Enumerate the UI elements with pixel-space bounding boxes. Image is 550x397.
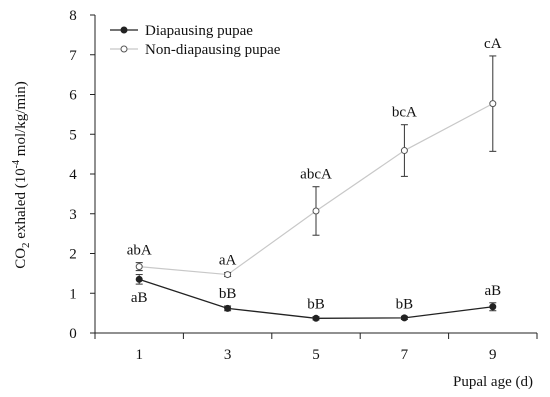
legend-marker-non-diapausing <box>120 45 128 53</box>
data-point <box>489 100 497 108</box>
x-tick-label: 9 <box>489 347 497 363</box>
y-axis-title-rest: exhaled (10 <box>13 168 29 242</box>
y-axis-title-sub: 2 <box>20 242 32 248</box>
y-ticks: 0 1 2 3 4 5 6 7 8 <box>69 8 95 342</box>
data-label: aA <box>219 253 237 269</box>
data-label: bB <box>396 296 414 312</box>
data-label: bcA <box>392 105 417 121</box>
data-point <box>400 314 408 322</box>
data-point <box>135 275 143 283</box>
data-label: bB <box>219 286 237 302</box>
data-point <box>312 207 320 215</box>
plot-area: abA aA abcA bcA cA aB bB bB bB aB <box>127 36 502 322</box>
x-tick-label: 5 <box>312 347 320 363</box>
legend-label-non-diapausing: Non-diapausing pupae <box>145 42 281 58</box>
y-tick-label: 6 <box>69 88 77 104</box>
data-point <box>312 314 320 322</box>
data-label: abcA <box>300 167 332 183</box>
y-axis-title-main: CO <box>13 248 29 269</box>
y-tick-label: 5 <box>69 127 77 143</box>
y-tick-label: 7 <box>69 48 77 64</box>
data-label: cA <box>484 36 502 52</box>
data-label: aB <box>484 283 501 299</box>
data-point <box>224 304 232 312</box>
data-label: abA <box>127 243 152 259</box>
y-tick-label: 3 <box>69 207 77 223</box>
series-diapausing: aB bB bB bB aB <box>131 274 501 322</box>
data-label: aB <box>131 290 148 306</box>
legend-item-diapausing: Diapausing pupae <box>110 23 253 39</box>
series-non-diapausing: abA aA abcA bcA cA <box>127 36 502 279</box>
y-axis-title: CO2 exhaled (10-4 mol/kg/min) <box>11 81 32 269</box>
y-tick-label: 4 <box>69 167 77 183</box>
data-point <box>135 263 143 271</box>
legend-marker-diapausing <box>120 26 128 34</box>
x-ticks: 1 3 5 7 9 <box>94 333 538 363</box>
y-axis-title-tail: mol/kg/min) <box>13 81 29 160</box>
y-tick-label: 1 <box>69 286 77 302</box>
data-point <box>400 147 408 155</box>
x-tick-label: 7 <box>401 347 409 363</box>
data-label: bB <box>307 297 325 313</box>
x-tick-label: 1 <box>135 347 143 363</box>
y-axis-title-sup: -4 <box>11 160 22 168</box>
y-tick-label: 8 <box>69 8 77 24</box>
axes: 0 1 2 3 4 5 6 7 8 1 3 5 7 9 <box>69 8 538 363</box>
x-tick-label: 3 <box>224 347 232 363</box>
legend-item-non-diapausing: Non-diapausing pupae <box>110 42 281 58</box>
legend-label-diapausing: Diapausing pupae <box>145 23 253 39</box>
y-tick-label: 2 <box>69 247 77 263</box>
legend: Diapausing pupae Non-diapausing pupae <box>110 23 281 58</box>
data-point <box>489 303 497 311</box>
x-axis-title: Pupal age (d) <box>453 374 533 390</box>
data-point <box>224 271 232 279</box>
y-tick-label: 0 <box>69 326 77 342</box>
